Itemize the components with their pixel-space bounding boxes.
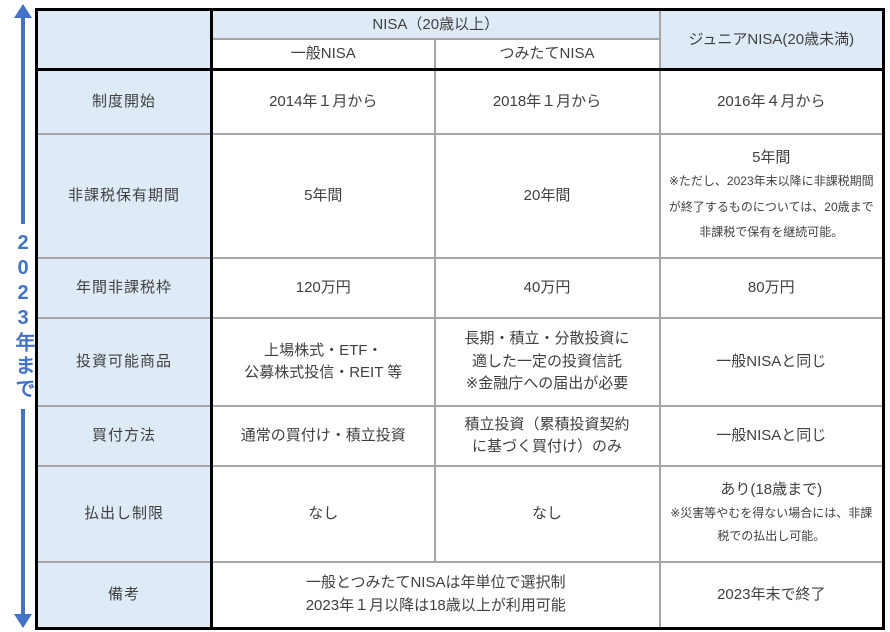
- kaitsuke-tsumitate-line1: 積立投資（累積投資契約: [464, 415, 630, 433]
- timeline-shaft-top: [21, 18, 25, 224]
- arrow-down-icon: [14, 614, 32, 628]
- arrow-up-icon: [14, 4, 32, 18]
- cell-haraidashi-junior: あり(18歳まで) ※災害等やむを得ない場合には、非課税での払出し可能。: [658, 465, 885, 563]
- shohin-tsumitate-line1: 長期・積立・分散投資に: [464, 330, 630, 348]
- timeline-shaft-bottom: [21, 408, 25, 614]
- cell-shohin-tsumitate: 長期・積立・分散投資に 適した一定の投資信託 ※金融庁への届出が必要: [433, 317, 661, 407]
- row-label-shohin: 投資可能商品: [35, 317, 213, 407]
- row-label-seido: 制度開始: [35, 68, 213, 135]
- nisa-comparison-table: NISA（20歳以上） ジュニアNISA(20歳未満) 一般NISA つみたてN…: [35, 8, 886, 630]
- cell-haraidashi-general: なし: [210, 465, 436, 563]
- shohin-tsumitate-line3: ※金融庁への届出が必要: [465, 375, 629, 393]
- row-hikazei-kikan: 非課税保有期間 5年間 20年間 5年間 ※ただし、2023年末以降に非課税期間…: [35, 133, 885, 259]
- kikan-junior-note: ※ただし、2023年末以降に非課税期間が終了するものについては、20歳まで非課税…: [668, 174, 874, 239]
- header-tsumitate-nisa: つみたてNISA: [433, 38, 661, 71]
- row-biko: 備考 一般とつみたてNISAは年単位で選択制 2023年１月以降は18歳以上が利…: [35, 561, 885, 629]
- haraidashi-junior-main: あり(18歳まで): [720, 481, 823, 499]
- cell-waku-general: 120万円: [210, 257, 436, 319]
- cell-waku-tsumitate: 40万円: [433, 257, 661, 319]
- cell-kikan-junior: 5年間 ※ただし、2023年末以降に非課税期間が終了するものについては、20歳ま…: [658, 133, 885, 259]
- cell-kaitsuke-general: 通常の買付け・積立投資: [210, 405, 436, 467]
- cell-waku-junior: 80万円: [658, 257, 885, 319]
- row-label-haraidashi: 払出し制限: [35, 465, 213, 563]
- row-seido-kaishi: 制度開始 2014年１月から 2018年１月から 2016年４月から: [35, 68, 885, 135]
- cell-shohin-junior: 一般NISAと同じ: [658, 317, 885, 407]
- row-label-waku: 年間非課税枠: [35, 257, 213, 319]
- shohin-general-line1: 上場株式・ETF・: [264, 341, 383, 359]
- cell-shohin-general: 上場株式・ETF・ 公募株式投信・REIT 等: [210, 317, 436, 407]
- cell-seido-junior: 2016年４月から: [658, 68, 885, 135]
- timeline-2023: 2023年まで: [8, 4, 38, 628]
- shohin-general-line2: 公募株式投信・REIT 等: [244, 364, 403, 381]
- row-haraidashi-seigen: 払出し制限 なし なし あり(18歳まで) ※災害等やむを得ない場合には、非課税…: [35, 465, 885, 563]
- header-junior-nisa: ジュニアNISA(20歳未満): [658, 8, 885, 71]
- kikan-junior-main: 5年間: [752, 148, 791, 166]
- cell-kikan-tsumitate: 20年間: [433, 133, 661, 259]
- shohin-tsumitate-line2: 適した一定の投資信託: [472, 352, 623, 370]
- cell-biko-junior: 2023年末で終了: [658, 561, 885, 629]
- haraidashi-junior-note: ※災害等やむを得ない場合には、非課税での払出し可能。: [670, 505, 873, 544]
- header-nisa-group: NISA（20歳以上）: [210, 8, 661, 41]
- row-label-kaitsuke: 買付方法: [35, 405, 213, 467]
- row-label-biko: 備考: [35, 561, 213, 629]
- row-label-kikan: 非課税保有期間: [35, 133, 213, 259]
- cell-kaitsuke-junior: 一般NISAと同じ: [658, 405, 885, 467]
- header-row-2: 一般NISA つみたてNISA: [37, 38, 884, 71]
- cell-kikan-general: 5年間: [210, 133, 436, 259]
- cell-seido-tsumitate: 2018年１月から: [433, 68, 661, 135]
- kaitsuke-tsumitate-line2: に基づく買付け）のみ: [472, 438, 623, 455]
- row-nenkan-waku: 年間非課税枠 120万円 40万円 80万円: [35, 257, 885, 319]
- biko-merged-line1: 一般とつみたてNISAは年単位で選択制: [306, 574, 566, 592]
- timeline-label: 2023年まで: [12, 231, 34, 401]
- biko-merged-line2: 2023年１月以降は18歳以上が利用可能: [305, 596, 566, 614]
- row-kaitsuke-hoho: 買付方法 通常の買付け・積立投資 積立投資（累積投資契約 に基づく買付け）のみ …: [35, 405, 885, 467]
- header-general-nisa: 一般NISA: [210, 38, 436, 71]
- cell-kaitsuke-tsumitate: 積立投資（累積投資契約 に基づく買付け）のみ: [433, 405, 661, 467]
- cell-haraidashi-tsumitate: なし: [433, 465, 661, 563]
- row-toshi-shohin: 投資可能商品 上場株式・ETF・ 公募株式投信・REIT 等 長期・積立・分散投…: [35, 317, 885, 407]
- cell-seido-general: 2014年１月から: [210, 68, 436, 135]
- header-row-1: NISA（20歳以上） ジュニアNISA(20歳未満): [35, 8, 885, 71]
- header-corner-cell: [35, 8, 213, 71]
- cell-biko-merged: 一般とつみたてNISAは年単位で選択制 2023年１月以降は18歳以上が利用可能: [210, 561, 661, 629]
